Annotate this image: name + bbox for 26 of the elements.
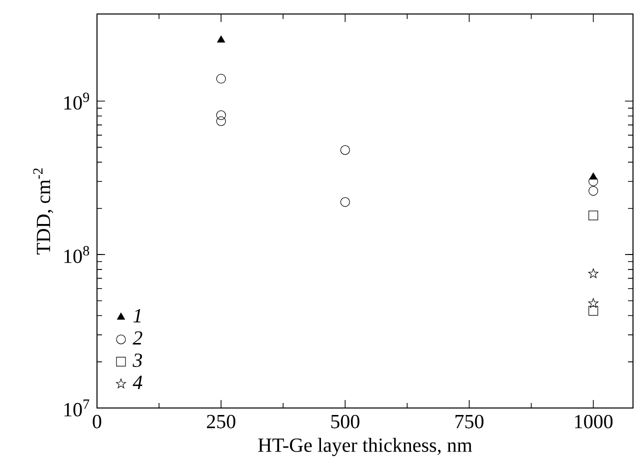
legend-label: 4 [132, 376, 142, 389]
point [340, 145, 350, 155]
x-tick-label: 0 [92, 414, 102, 428]
y-axis-title: TDD, cm$^{-2}$ [33, 168, 54, 254]
point [588, 268, 598, 278]
x-tick-label: 500 [331, 414, 360, 428]
x-tick-label: 750 [456, 414, 484, 428]
legend-label: 1 [133, 309, 141, 322]
x-tick-label: 250 [206, 414, 236, 428]
point [588, 306, 598, 316]
point [216, 116, 226, 126]
point [216, 35, 226, 43]
x-tick-label: 1000 [575, 414, 613, 428]
point [588, 186, 598, 196]
y-tick-label: 10$^{8}$ [64, 246, 90, 264]
y-tick-label: 10$^{9}$ [64, 92, 90, 110]
legend-label: 2 [132, 331, 142, 345]
point [588, 176, 598, 186]
legend-label: 3 [132, 354, 142, 367]
point [340, 197, 350, 207]
point [216, 110, 226, 120]
point [588, 210, 598, 220]
point [588, 298, 598, 308]
x-axis-title: HT-Ge layer thickness, nm [258, 438, 472, 456]
y-tick-label: 10$^{7}$ [64, 400, 90, 416]
point [216, 74, 226, 84]
